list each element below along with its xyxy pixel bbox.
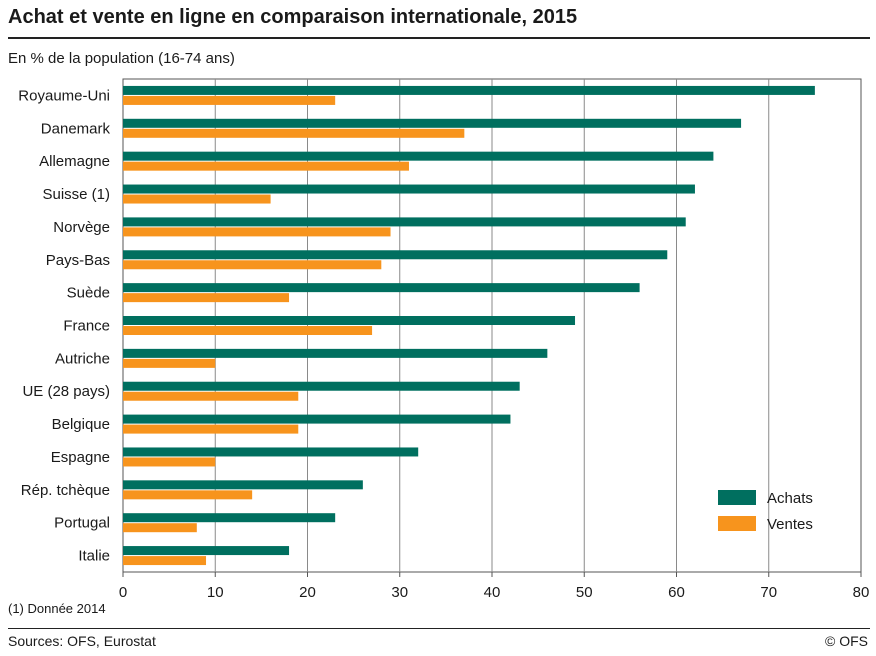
category-label: Rép. tchèque bbox=[21, 482, 110, 499]
bar-ventes bbox=[123, 194, 271, 204]
category-label: Norvège bbox=[53, 219, 110, 236]
bar-ventes bbox=[123, 556, 207, 566]
footer-rule bbox=[8, 628, 870, 629]
category-label: Espagne bbox=[51, 449, 110, 466]
bar-ventes bbox=[123, 457, 216, 467]
category-label: France bbox=[63, 318, 110, 335]
x-tick-label: 70 bbox=[760, 584, 777, 601]
bar-achats bbox=[123, 381, 520, 391]
category-label: Portugal bbox=[54, 515, 110, 532]
bar-achats bbox=[123, 447, 419, 457]
bar-ventes bbox=[123, 95, 336, 105]
sources-note: Sources: OFS, Eurostat bbox=[8, 633, 156, 649]
bar-achats bbox=[123, 85, 815, 95]
bar-achats bbox=[123, 217, 686, 227]
category-label: UE (28 pays) bbox=[22, 383, 110, 400]
bar-achats bbox=[123, 151, 714, 161]
x-tick-label: 60 bbox=[668, 584, 685, 601]
title-rule bbox=[8, 37, 870, 39]
bar-ventes bbox=[123, 128, 465, 138]
bar-achats bbox=[123, 348, 548, 358]
x-tick-label: 30 bbox=[391, 584, 408, 601]
bar-achats bbox=[123, 513, 336, 523]
chart-subtitle: En % de la population (16-74 ans) bbox=[8, 50, 235, 67]
bar-ventes bbox=[123, 293, 290, 303]
copyright-note: © OFS bbox=[825, 633, 868, 649]
footnote: (1) Donnée 2014 bbox=[8, 601, 106, 616]
legend-swatch-achats bbox=[718, 490, 756, 505]
chart-title: Achat et vente en ligne en comparaison i… bbox=[8, 6, 578, 28]
bar-ventes bbox=[123, 523, 197, 533]
bar-achats bbox=[123, 184, 695, 194]
category-label: Pays-Bas bbox=[46, 252, 110, 269]
bar-achats bbox=[123, 546, 290, 556]
category-label: Suisse (1) bbox=[42, 186, 110, 203]
category-label: Allemagne bbox=[39, 153, 110, 170]
x-tick-label: 50 bbox=[576, 584, 593, 601]
bar-ventes bbox=[123, 391, 299, 401]
bar-ventes bbox=[123, 161, 409, 171]
bar-achats bbox=[123, 316, 576, 325]
bar-ventes bbox=[123, 326, 373, 335]
x-tick-label: 10 bbox=[207, 584, 224, 601]
bar-ventes bbox=[123, 424, 299, 434]
bar-achats bbox=[123, 414, 511, 424]
bar-achats bbox=[123, 283, 640, 293]
category-label: Danemark bbox=[41, 120, 111, 137]
bar-ventes bbox=[123, 490, 253, 500]
category-label: Autriche bbox=[55, 350, 110, 367]
x-tick-label: 40 bbox=[484, 584, 501, 601]
bar-ventes bbox=[123, 227, 391, 237]
x-tick-label: 0 bbox=[119, 584, 127, 601]
legend-swatch-ventes bbox=[718, 516, 756, 531]
x-tick-label: 80 bbox=[853, 584, 870, 601]
bar-ventes bbox=[123, 260, 382, 270]
bar-achats bbox=[123, 480, 363, 490]
category-label: Royaume-Uni bbox=[18, 87, 110, 104]
bar-achats bbox=[123, 118, 742, 128]
legend-label-achats: Achats bbox=[767, 490, 813, 507]
bar-achats bbox=[123, 250, 668, 260]
category-label: Belgique bbox=[52, 416, 110, 433]
legend-label-ventes: Ventes bbox=[767, 516, 813, 533]
x-tick-label: 20 bbox=[299, 584, 316, 601]
category-label: Suède bbox=[67, 285, 110, 302]
bar-ventes bbox=[123, 358, 216, 368]
category-label: Italie bbox=[78, 548, 110, 565]
